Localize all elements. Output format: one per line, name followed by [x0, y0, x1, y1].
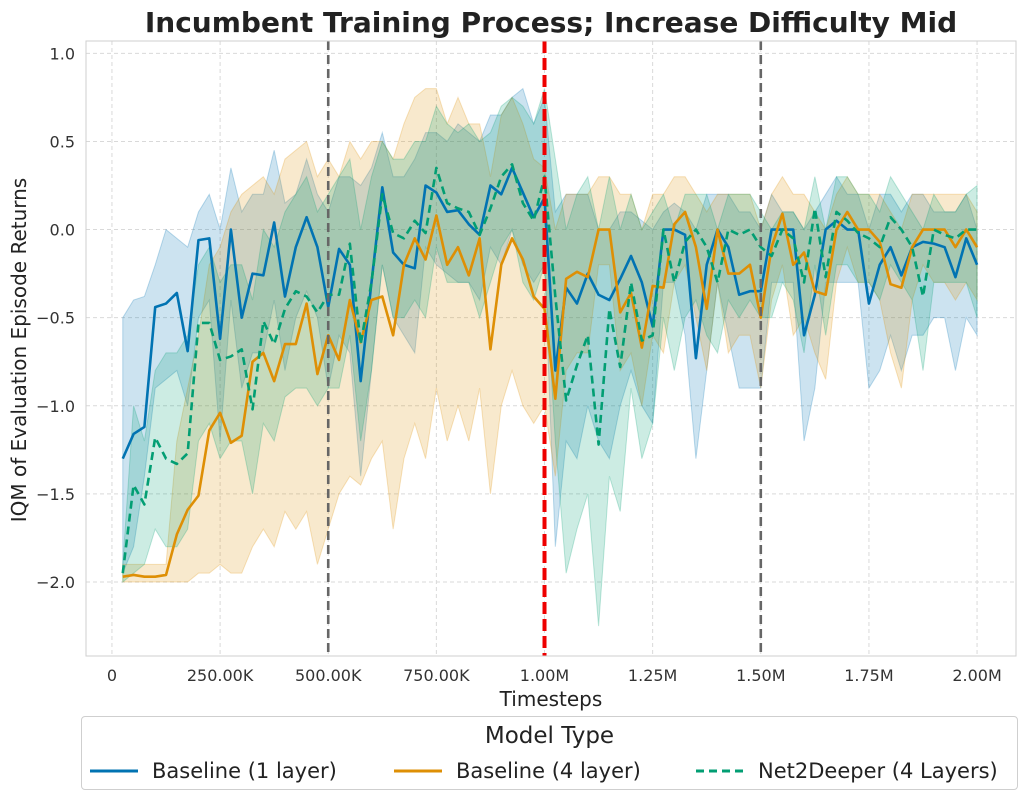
- y-tick-label: −1.5: [36, 485, 75, 504]
- y-axis-label: IQM of Evaluation Episode Returns: [7, 178, 31, 522]
- line-net2deeper-4-layers: [121, 163, 978, 574]
- legend-item-baseline-4-layer: Baseline (4 layer): [394, 759, 641, 783]
- band-net2deeper-4-layers: [122, 88, 978, 627]
- y-tick-label: −0.5: [36, 309, 75, 328]
- x-tick-label: 1.00M: [520, 666, 569, 685]
- legend-swatch-net2deeper-4-layers: [696, 769, 744, 773]
- legend-item-baseline-1-layer: Baseline (1 layer): [90, 759, 337, 783]
- series-lines: [121, 163, 979, 579]
- x-tick-label: 250.00K: [187, 666, 254, 685]
- legend: Model Type Baseline (1 layer) Baseline (…: [81, 716, 1018, 790]
- chart-title: Incumbent Training Process; Increase Dif…: [145, 6, 957, 39]
- y-tick-label: −1.0: [36, 397, 75, 416]
- band-baseline-1-layer: [122, 87, 978, 574]
- x-tick-label: 500.00K: [295, 666, 362, 685]
- legend-label-baseline-4-layer: Baseline (4 layer): [456, 759, 641, 783]
- y-tick-label: 1.0: [50, 44, 75, 63]
- legend-swatch-baseline-4-layer: [394, 769, 442, 773]
- legend-label-net2deeper-4-layers: Net2Deeper (4 Layers): [758, 759, 998, 783]
- x-tick-label: 750.00K: [403, 666, 470, 685]
- x-tick-label: 1.75M: [844, 666, 893, 685]
- plot-frame: [85, 40, 1017, 657]
- y-tick-label: −2.0: [36, 573, 75, 592]
- y-tick-label: 0.5: [50, 132, 75, 151]
- line-baseline-4-layer: [122, 210, 979, 579]
- legend-swatch-baseline-1-layer: [90, 769, 138, 773]
- y-tick-label: 0.0: [50, 221, 75, 240]
- legend-item-net2deeper-4-layers: Net2Deeper (4 Layers): [696, 759, 998, 783]
- vertical-markers: [326, 41, 763, 656]
- legend-title: Model Type: [484, 723, 615, 749]
- x-tick-label: 0: [107, 666, 117, 685]
- x-tick-label: 1.25M: [628, 666, 677, 685]
- x-tick-label: 1.50M: [736, 666, 785, 685]
- legend-label-baseline-1-layer: Baseline (1 layer): [152, 759, 337, 783]
- x-tick-label: 2.00M: [952, 666, 1001, 685]
- band-baseline-4-layer: [122, 88, 978, 583]
- tick-labels: 0 250.00K 500.00K 750.00K 1.00M 1.25M 1.50M 1.7…: [36, 44, 1002, 685]
- confidence-bands: [122, 87, 978, 627]
- x-axis-label: Timesteps: [499, 687, 603, 711]
